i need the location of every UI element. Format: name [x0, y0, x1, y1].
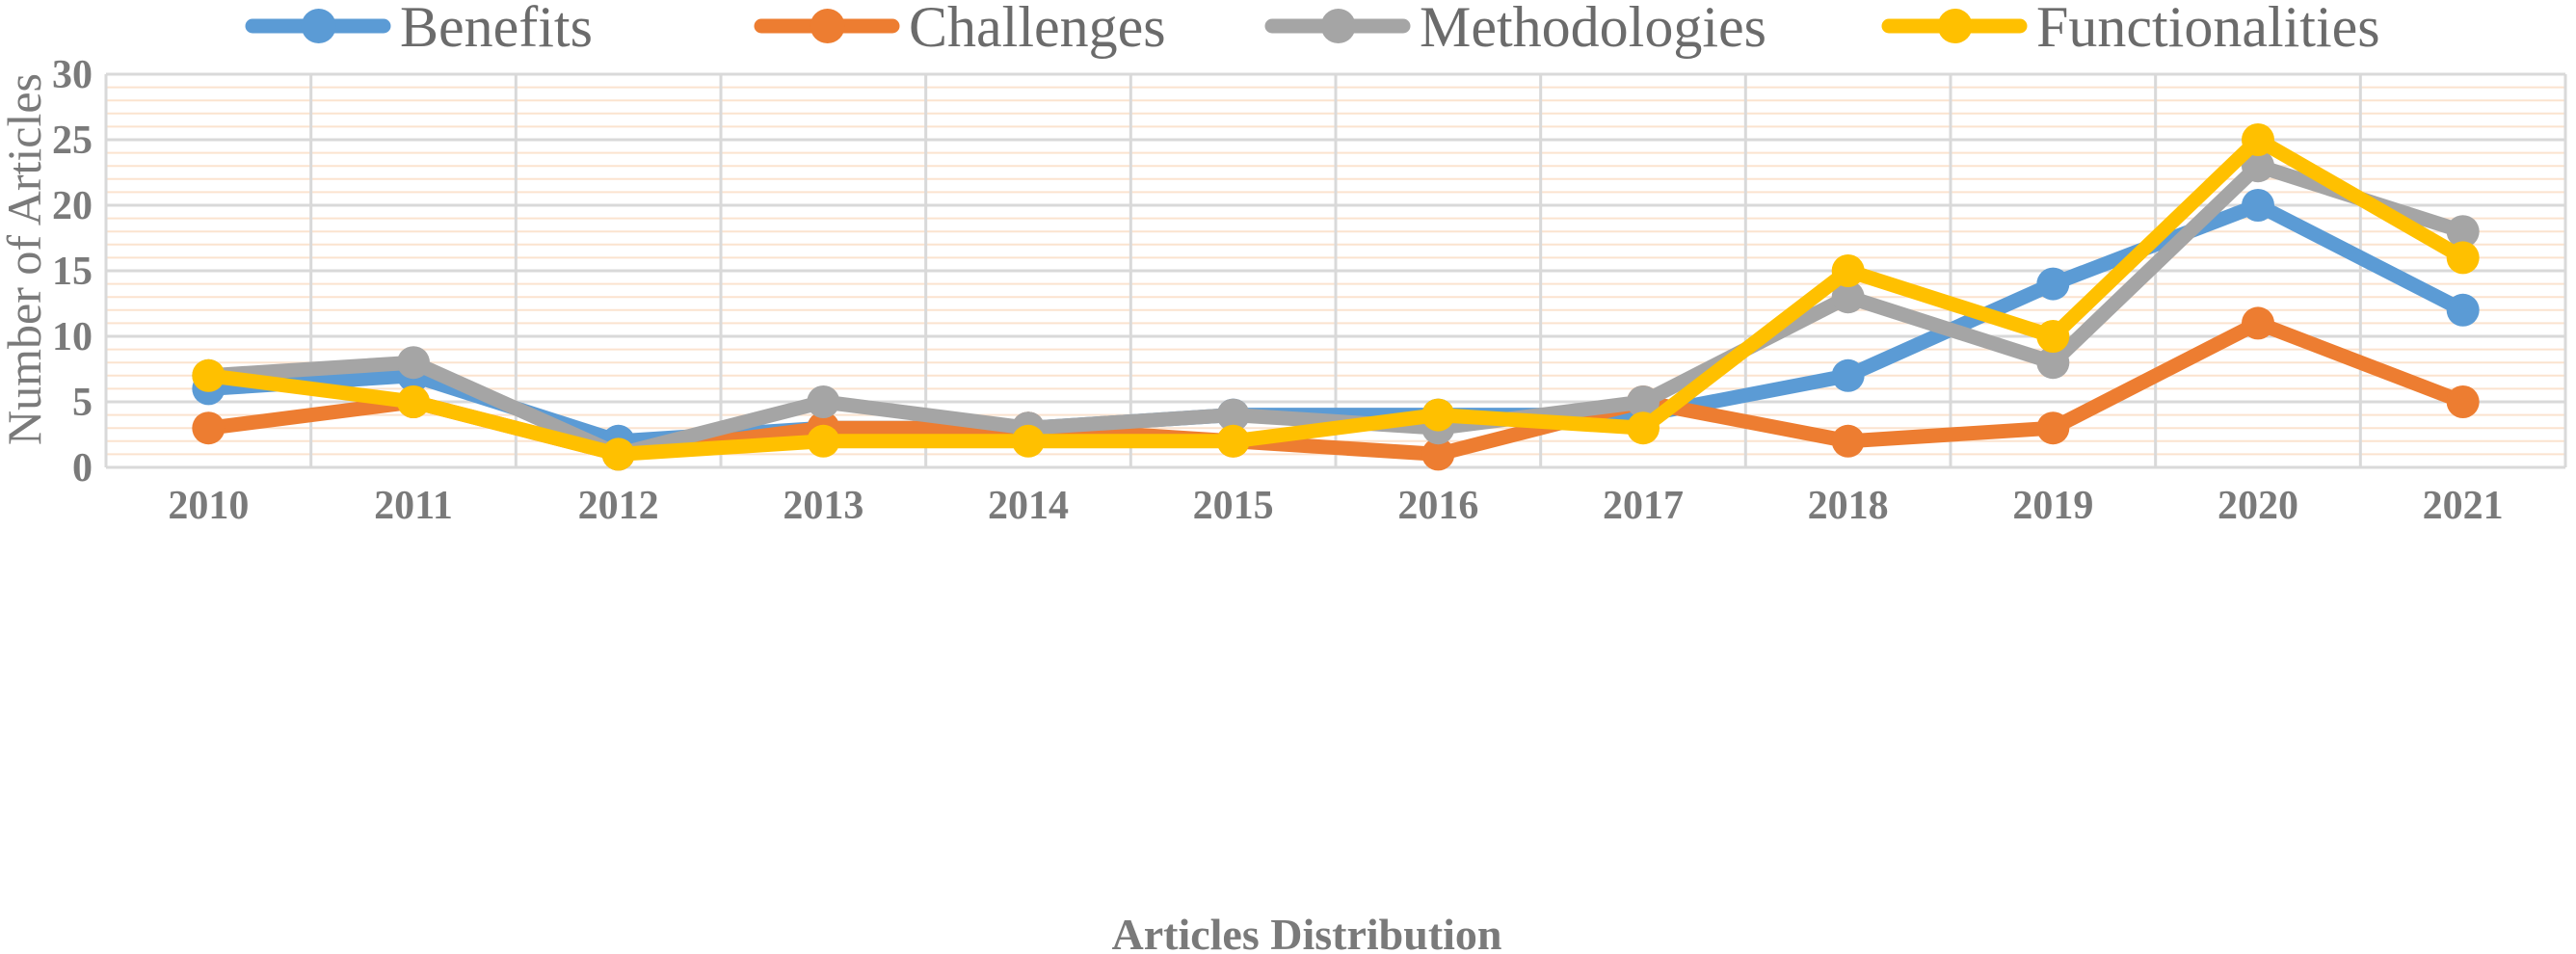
legend-label: Challenges: [909, 0, 1166, 59]
data-point: [1421, 398, 1455, 432]
y-tick-label: 0: [72, 446, 93, 490]
series-line: [200, 132, 2471, 462]
x-tick-label: 2012: [578, 484, 659, 528]
x-tick-label: 2017: [1603, 484, 1684, 528]
data-point: [2446, 241, 2480, 275]
legend-marker: [810, 9, 845, 43]
legend-item-functionalities: Functionalities: [1881, 0, 2380, 59]
legend-marker: [301, 9, 336, 43]
data-point: [192, 358, 226, 392]
data-point: [2446, 293, 2480, 327]
series-lines: [192, 123, 2480, 471]
data-point: [192, 411, 226, 445]
data-point: [1831, 358, 1865, 392]
y-tick-label: 15: [52, 250, 93, 294]
x-tick-label: 2016: [1397, 484, 1478, 528]
y-tick-label: 25: [52, 119, 93, 163]
chart-legend: Benefits Challenges Methodologies Functiona…: [245, 0, 2380, 59]
legend-item-benefits: Benefits: [245, 0, 593, 59]
y-axis-title: Number of Articles: [0, 73, 51, 445]
data-point: [2242, 149, 2274, 183]
legend-marker: [1937, 9, 1973, 43]
data-point: [2242, 306, 2274, 340]
data-point: [2036, 267, 2070, 301]
data-point: [807, 424, 840, 458]
y-tick-label: 20: [52, 184, 93, 228]
legend-item-methodologies: Methodologies: [1264, 0, 1766, 59]
data-point: [2446, 385, 2480, 418]
x-tick-label: 2011: [374, 484, 453, 528]
y-tick-label: 30: [52, 53, 93, 97]
data-point: [1012, 424, 1045, 458]
x-tick-label: 2013: [783, 484, 863, 528]
x-tick-label: 2021: [2423, 484, 2504, 528]
data-point: [1627, 385, 1660, 418]
legend-label: Benefits: [400, 0, 593, 59]
x-axis-ticks: 2010 2011 2012 2013 2014 2015 2016 2017 2018 2019…: [168, 484, 2503, 528]
data-point: [2446, 215, 2480, 249]
legend-marker: [1320, 9, 1356, 43]
x-tick-label: 2014: [988, 484, 1069, 528]
x-tick-label: 2015: [1193, 484, 1274, 528]
data-point: [1627, 411, 1660, 445]
data-point: [2036, 320, 2070, 353]
data-point: [1831, 280, 1865, 314]
data-point: [1421, 437, 1455, 471]
x-tick-label: 2010: [168, 484, 249, 528]
y-tick-label: 10: [52, 315, 93, 359]
x-tick-label: 2020: [2217, 484, 2298, 528]
series-functionalities: [192, 123, 2480, 471]
legend-item-challenges: Challenges: [754, 0, 1166, 59]
data-point: [1216, 424, 1250, 458]
x-axis-title: Articles Distribution: [1111, 910, 1501, 954]
data-point: [2036, 346, 2070, 380]
data-point: [1831, 424, 1865, 458]
data-point: [397, 346, 430, 380]
data-point: [2242, 123, 2274, 156]
legend-label: Functionalities: [2036, 0, 2380, 59]
legend-label: Methodologies: [1420, 0, 1766, 59]
x-tick-label: 2019: [2012, 484, 2093, 528]
x-tick-label: 2018: [1808, 484, 1889, 528]
data-point: [2242, 189, 2274, 222]
data-point: [807, 385, 840, 418]
data-point: [2036, 411, 2070, 445]
data-point: [1216, 398, 1250, 432]
y-axis-ticks: 0 5 10 15 20 25 30: [52, 53, 93, 490]
data-point: [1831, 254, 1865, 287]
data-point: [601, 437, 635, 471]
y-tick-label: 5: [72, 381, 93, 425]
data-point: [397, 385, 430, 418]
